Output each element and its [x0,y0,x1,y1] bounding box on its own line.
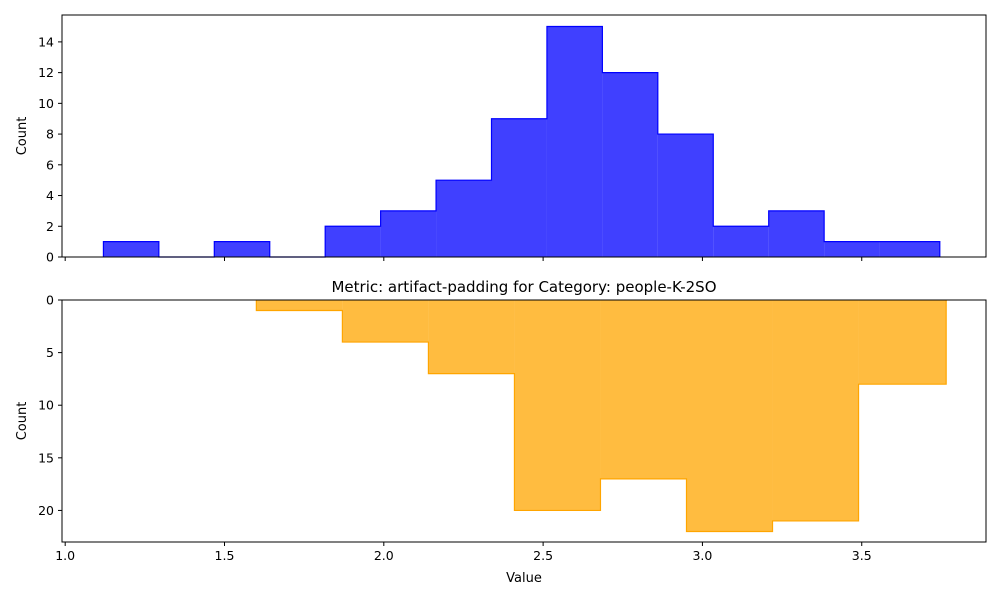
top-y-ticks: 0 2 4 6 8 10 12 14 [38,34,62,265]
y-tick-label: 10 [38,398,54,413]
histogram-bar [879,241,940,257]
histogram-bar [713,226,769,257]
histogram-bar [436,180,492,257]
histogram-bar [546,26,603,258]
y-tick-label: 0 [46,250,54,265]
histogram-bar [214,241,270,257]
histogram-bar [824,241,880,257]
histogram-bar [772,300,859,521]
y-tick-label: 10 [38,96,54,111]
y-tick-label: 15 [38,450,54,465]
histogram-outline [102,25,941,258]
histogram-bar [256,300,343,311]
x-tick-label: 1.5 [215,548,235,563]
y-tick-label: 12 [38,65,54,80]
y-tick-label: 6 [46,157,54,172]
x-tick-label: 1.0 [55,548,75,563]
histogram-bar [325,226,381,257]
bottom-y-axis-label: Count [15,402,30,441]
y-tick-label: 2 [46,219,54,234]
bottom-y-ticks: 0 5 10 15 20 [38,293,62,518]
top-plot-area [102,25,941,258]
histogram-bar [103,241,159,257]
top-x-ticks [64,257,863,261]
histogram-bar [858,300,947,385]
histogram-bar [491,118,547,257]
y-tick-label: 4 [46,188,54,203]
bottom-x-ticks: 1.0 1.5 2.0 2.5 3.0 3.5 [55,542,872,563]
histogram-bar [768,210,825,257]
bottom-x-axis-label: Value [506,571,542,586]
bottom-axes-frame [61,299,987,543]
histogram-bar [342,300,429,343]
y-tick-label: 0 [46,293,54,308]
x-tick-label: 3.0 [692,548,712,563]
x-tick-label: 3.5 [852,548,872,563]
x-tick-label: 2.5 [533,548,553,563]
histogram-bar [600,300,687,479]
histogram-bar [657,134,714,257]
histogram-bar [380,210,437,257]
histogram-outline [255,300,947,533]
bottom-chart-title: Metric: artifact-padding for Category: p… [331,278,716,296]
y-tick-label: 5 [46,345,54,360]
histogram-bar [514,300,601,511]
histogram-bar [428,300,515,374]
top-axes-frame [61,14,987,258]
bottom-plot-area [255,300,947,533]
bottom-histogram: Metric: artifact-padding for Category: p… [15,278,987,586]
y-tick-label: 14 [38,34,54,49]
histogram-bar [602,72,658,257]
histogram-bar [686,300,773,532]
y-tick-label: 8 [46,127,54,142]
x-tick-label: 2.0 [374,548,394,563]
top-histogram: 0 2 4 6 8 10 12 14 Count [15,14,987,265]
top-y-axis-label: Count [15,117,30,156]
y-tick-label: 20 [38,503,54,518]
